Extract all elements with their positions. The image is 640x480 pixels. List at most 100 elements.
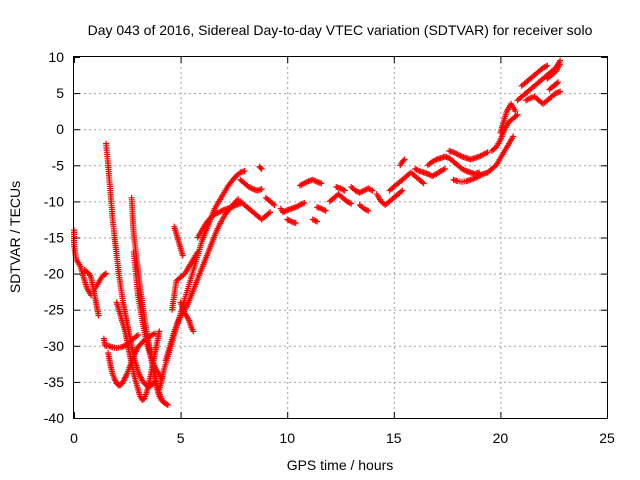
data-point (512, 108, 519, 115)
y-tick-label: -15 (44, 230, 64, 246)
series-arc-23 (296, 176, 325, 189)
data-point (102, 270, 109, 277)
data-point (348, 200, 355, 207)
data-point (510, 133, 517, 140)
series-arc-39 (514, 57, 564, 104)
grid (74, 57, 607, 418)
x-tick-label: 5 (177, 430, 185, 446)
data-point (368, 186, 375, 193)
series-arc-30 (373, 187, 406, 209)
data-point (95, 312, 102, 319)
data-point (164, 402, 171, 409)
series-arc-2 (81, 266, 102, 319)
data-point (441, 165, 448, 172)
data-point (241, 168, 248, 175)
data-point (312, 217, 319, 224)
data-point (553, 80, 560, 87)
data-point (160, 399, 167, 406)
series-arc-3 (92, 270, 109, 292)
x-axis-label: GPS time / hours (287, 457, 394, 473)
data-point (159, 398, 166, 405)
plot-frame (73, 56, 608, 419)
data-point (190, 328, 197, 335)
series-arc-34 (424, 153, 483, 177)
data-point (365, 207, 372, 214)
data-point (101, 271, 108, 278)
series-arc-22 (284, 216, 299, 227)
series-arc-14 (171, 223, 186, 259)
data-point (258, 186, 265, 193)
series-arc-20 (262, 194, 278, 209)
data-point (163, 401, 170, 408)
data-point (271, 202, 278, 209)
data-points (71, 57, 564, 409)
series-arc-12 (162, 196, 242, 364)
series-arc-21 (277, 199, 308, 216)
data-point (400, 157, 407, 164)
data-point (134, 331, 141, 338)
data-point (311, 217, 318, 224)
data-point (544, 62, 551, 69)
data-point (369, 187, 376, 194)
data-point (301, 199, 308, 206)
data-point (179, 252, 186, 259)
data-point (322, 207, 329, 214)
series-arc-31 (386, 169, 427, 194)
series-arc-18 (237, 176, 265, 194)
series-arc-35 (446, 147, 491, 163)
series-arc-38 (497, 100, 519, 136)
tick-labels: 0 5 10 15 20 25 -40 -35 -30 -25 -20 -15 -10 -5 0 5 10 (44, 49, 615, 446)
x-tick-label: 15 (386, 430, 402, 446)
series-arc-42 (544, 61, 564, 82)
series-arc-17 (237, 198, 274, 223)
x-tick-label: 20 (493, 430, 509, 446)
data-point (399, 187, 406, 194)
y-tick-label: -35 (44, 374, 64, 390)
y-tick-label: -5 (52, 157, 65, 173)
series-arc-25 (314, 204, 329, 214)
series-arc-37 (488, 111, 521, 154)
data-point (557, 88, 564, 95)
data-point (341, 187, 348, 194)
series-arc-43 (546, 79, 561, 93)
series-arc-33 (412, 165, 448, 180)
x-tick-label: 0 (70, 430, 78, 446)
axis-ticks (74, 57, 608, 419)
y-axis-label: SDTVAR / TECUs (7, 181, 23, 293)
y-tick-label: -30 (44, 338, 64, 354)
data-point (194, 248, 201, 255)
y-tick-label: -40 (44, 410, 64, 426)
y-tick-label: 0 (56, 121, 64, 137)
y-tick-label: 5 (56, 85, 64, 101)
series-arc-26 (326, 191, 355, 207)
series-arc-27 (333, 183, 348, 194)
series-arc-24 (309, 216, 321, 225)
y-tick-label: -10 (44, 193, 64, 209)
series-arc-4 (100, 331, 141, 351)
y-tick-label: -20 (44, 266, 64, 282)
data-point (420, 180, 427, 187)
data-point (366, 186, 373, 193)
x-tick-label: 25 (599, 430, 615, 446)
series-arc-16 (194, 200, 244, 241)
series-arc-28 (348, 183, 376, 196)
data-point (258, 165, 265, 172)
data-point (257, 164, 264, 171)
series-arc-40 (518, 62, 551, 89)
data-point (484, 149, 491, 156)
data-point (557, 61, 564, 68)
chart-title: Day 043 of 2016, Sidereal Day-to-day VTE… (88, 22, 593, 38)
x-tick-label: 10 (279, 430, 295, 446)
series-arc-32 (397, 156, 408, 169)
series-arc-36 (450, 133, 517, 185)
data-point (267, 209, 274, 216)
y-tick-label: 10 (48, 49, 64, 65)
series-arc-13 (169, 248, 201, 313)
series-arc-41 (522, 88, 564, 107)
data-point (318, 180, 325, 187)
series-arc-29 (356, 202, 372, 214)
series-arc-19 (256, 163, 265, 172)
data-point (314, 218, 321, 225)
data-point (554, 79, 561, 86)
